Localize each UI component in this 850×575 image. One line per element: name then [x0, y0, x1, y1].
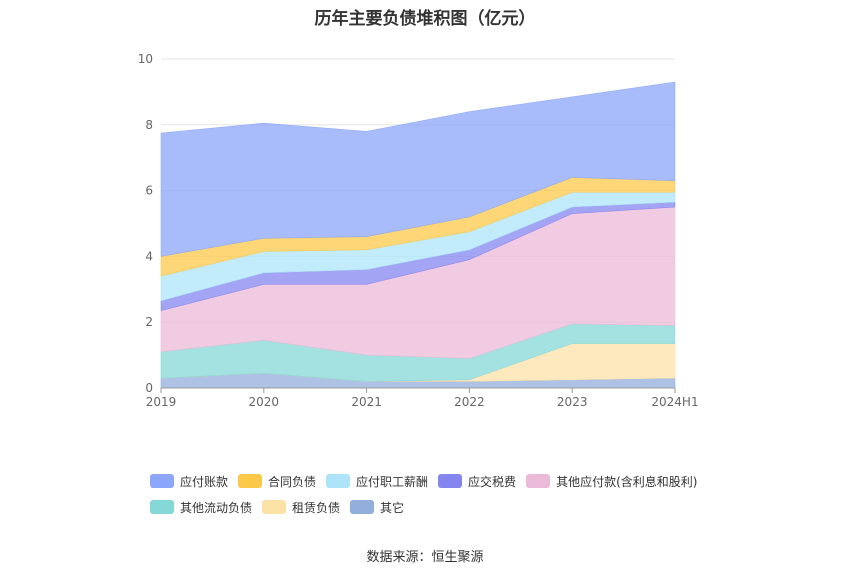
legend-item[interactable]: 租赁负债	[262, 498, 340, 516]
legend-swatch	[526, 474, 551, 488]
legend-swatch	[150, 474, 174, 488]
y-tick-label: 8	[145, 118, 153, 132]
legend-item[interactable]: 合同负债	[238, 472, 316, 490]
y-tick-label: 10	[138, 52, 153, 66]
legend-label: 其他应付款(含利息和股利)	[556, 474, 698, 489]
legend-swatch	[150, 500, 174, 514]
y-tick-label: 0	[145, 381, 153, 395]
legend-item[interactable]: 应付账款	[150, 472, 228, 490]
legend-item[interactable]: 应付职工薪酬	[326, 472, 428, 490]
stacked-area-chart: 0 2 4 6 8 10 2019 2020 2021 2022 2023 2024H1	[138, 52, 699, 409]
data-source-note: 数据来源：恒生聚源	[366, 550, 484, 565]
legend-label: 其他流动负债	[180, 500, 253, 515]
legend-swatch	[238, 474, 263, 488]
legend-label: 应交税费	[468, 474, 517, 489]
legend-swatch	[262, 500, 287, 514]
legend-label: 合同负债	[268, 474, 317, 489]
legend-label: 其它	[380, 500, 405, 515]
legend-item[interactable]: 其它	[350, 498, 404, 516]
x-tick-label: 2020	[249, 395, 280, 409]
x-tick-label: 2023	[557, 395, 588, 409]
area-series-group	[160, 81, 676, 389]
y-tick-label: 2	[145, 315, 153, 329]
legend-label: 应付职工薪酬	[356, 474, 429, 489]
legend: 应付账款 合同负债 应付职工薪酬 应交税费 其他应付款(含利息和股利) 其他流动负债 租赁负…	[150, 472, 750, 524]
legend-item[interactable]: 应交税费	[438, 472, 516, 490]
legend-swatch	[350, 500, 375, 514]
y-tick-label: 6	[145, 184, 153, 198]
y-tick-label: 4	[145, 249, 153, 263]
area-series-7	[160, 81, 676, 257]
x-tick-label: 2022	[454, 395, 485, 409]
x-tick-label: 2019	[146, 395, 177, 409]
legend-label: 租赁负债	[292, 500, 341, 515]
chart-title: 历年主要负债堆积图（亿元）	[314, 9, 536, 29]
legend-item[interactable]: 其他应付款(含利息和股利)	[526, 472, 697, 490]
x-tick-label: 2024H1	[651, 395, 698, 409]
legend-item[interactable]: 其他流动负债	[150, 498, 252, 516]
x-tick-label: 2021	[351, 395, 382, 409]
axes: 0 2 4 6 8 10 2019 2020 2021 2022 2023 2024H1	[138, 52, 699, 409]
legend-swatch	[438, 474, 463, 488]
legend-label: 应付账款	[180, 474, 229, 489]
legend-swatch	[326, 474, 351, 488]
